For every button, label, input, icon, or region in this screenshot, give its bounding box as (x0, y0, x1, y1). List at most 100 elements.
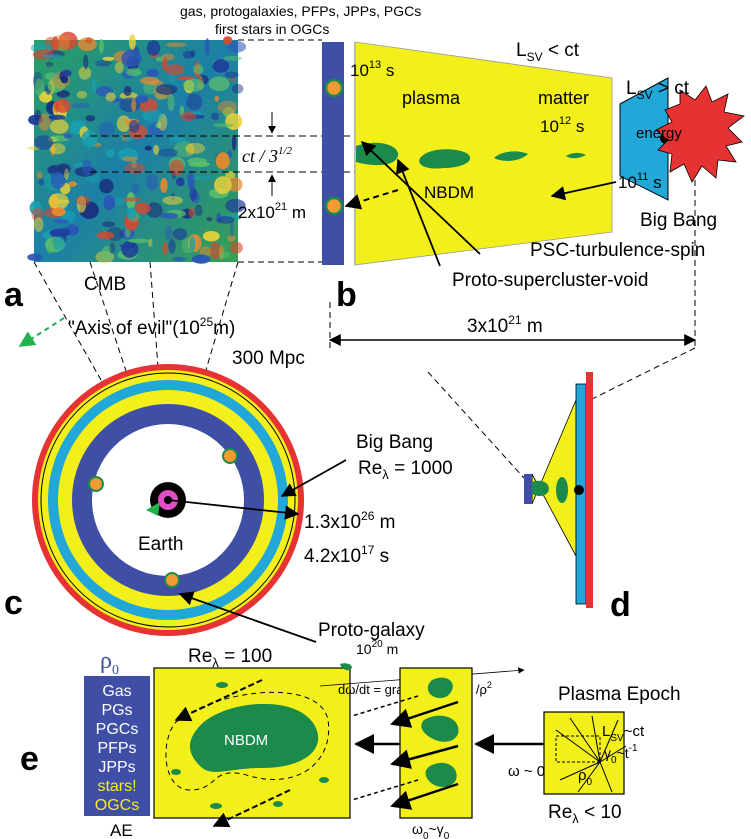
omega-gamma-label: ω0~γ0 (412, 821, 450, 839)
node-c-bottom (164, 572, 180, 588)
e-dashed-arrow-2 (212, 789, 291, 828)
mid-blob-1 (427, 677, 453, 699)
orange-node-bottom (324, 196, 344, 216)
axis-of-evil-label: "Axis of evil"(1025m) (68, 315, 235, 339)
cmb-map (27, 31, 247, 264)
proto-supercluster-label: Proto-supercluster-void (452, 270, 648, 291)
legend-items: Gas PGs PGCs PFPs JPPs stars! OGCs (95, 683, 139, 814)
ct-label: ct / 31/2 (242, 145, 293, 166)
time-12-label: 1012 s (540, 115, 584, 136)
e-small-square (543, 711, 625, 795)
link-to-d-right (589, 347, 696, 401)
panel-letter-e: e (20, 740, 39, 778)
d-cone (531, 399, 577, 557)
span-label: 3x1021 m (467, 313, 543, 337)
matter-label: matter (538, 88, 589, 108)
blob-b2 (419, 149, 471, 169)
top-label-line2: first stars in OGCs (215, 21, 329, 37)
nbdm-label-b: NBDM (424, 183, 474, 202)
earth-green-arrow (146, 502, 160, 516)
time-11-label: 1011 s (618, 171, 662, 192)
ae-label: AE (110, 821, 133, 839)
rho0-label: ρ0 (578, 767, 593, 788)
time-label-c: 4.2x1017 s (304, 543, 389, 567)
mid-link-dash-1 (351, 695, 419, 717)
re-100-label: Reλ = 100 (188, 646, 272, 670)
energy-cone (619, 77, 669, 201)
panel-letter-d: d (610, 586, 631, 624)
top-label-line1: gas, protogalaxies, PFPs, JPPs, PGCs (180, 3, 421, 19)
size-label-e: 1020 m (356, 639, 398, 657)
panel-letter-a: a (4, 276, 24, 314)
legend-item: PFPs (97, 740, 136, 757)
e-small-blob-1 (216, 682, 228, 688)
legend-box (84, 676, 150, 816)
legend-item: OGCs (95, 797, 139, 814)
e-corner-blob (340, 663, 352, 671)
d-blob-2 (556, 477, 568, 503)
lsv-less-ct: LSV < ct (516, 40, 580, 64)
e-dashed-contour (165, 691, 330, 791)
node-c-right (222, 448, 238, 464)
plasma-epoch-label: Plasma Epoch (558, 684, 681, 705)
nbdm-blob (189, 703, 319, 772)
blob-b3 (494, 151, 528, 161)
earth-label: Earth (138, 534, 183, 555)
proto-galaxy-arrow (178, 591, 317, 643)
panel-letter-b: b (336, 276, 357, 314)
proto-galaxy-label: Proto-galaxy (318, 620, 425, 641)
legend-item: PGCs (96, 721, 139, 738)
e-small-blob-5 (319, 777, 329, 783)
lsv-ct-label: LSV~ct (602, 723, 645, 744)
mpc-label: 300 Mpc (232, 348, 305, 369)
legend-item: Gas (102, 683, 131, 700)
gamma-label: γ0~t-1 (604, 743, 638, 766)
e-small-blob-3 (210, 803, 222, 809)
d-red-bar (586, 372, 593, 608)
plasma-label: plasma (402, 88, 461, 108)
psc-label: PSC-turbulence-spin (530, 240, 705, 261)
rho-label: ρ0 (100, 648, 119, 678)
big-bang-label-c: Big Bang (356, 432, 433, 453)
axis-of-evil-arrow (18, 317, 65, 347)
panel-letter-c: c (4, 584, 23, 622)
mid-arrow-3 (390, 782, 459, 810)
arrow-matter (550, 181, 617, 201)
re-less-10-label: Reλ < 10 (548, 802, 622, 826)
big-bang-label-b: Big Bang (640, 210, 717, 231)
omega-zero-label: ω ~ 0 (508, 763, 545, 780)
legend-item: stars! (97, 778, 136, 795)
plasma-cone (354, 41, 613, 266)
d-point (574, 485, 584, 495)
time-13-label: 1013 s (350, 59, 394, 80)
mid-arrow-1 (390, 700, 459, 728)
blob-b4 (566, 152, 586, 159)
link-to-d-left (427, 371, 525, 479)
plasma-epoch-rays (555, 715, 627, 793)
arrow-dashed-node (344, 189, 399, 210)
d-blue-bar (524, 474, 532, 504)
radius-label: 1.3x1026 m (304, 509, 396, 533)
nbdm-label-e: NBDM (224, 732, 268, 749)
node-c-left (88, 476, 104, 492)
mid-link-dash-2 (351, 779, 419, 801)
mid-blob-2 (421, 715, 459, 742)
radius-arrow (167, 499, 300, 520)
big-bang-arrow-c (280, 459, 347, 497)
d-blob-1 (532, 480, 549, 496)
lsv-greater-ct: LSV > ct (626, 78, 690, 102)
energy-label: energy (636, 125, 682, 142)
mid-blob-3 (425, 762, 457, 787)
big-bang-burst (655, 85, 745, 183)
e-small-blob-4 (273, 801, 283, 807)
cmb-cone-left (33, 261, 169, 499)
e-dashed-arrow-1 (174, 679, 263, 722)
re-1000-label: Reλ = 1000 (358, 458, 453, 482)
distance-label: 2x1021 m (238, 201, 306, 222)
arrow-proto-sc (396, 158, 441, 267)
e-small-blob-2 (171, 769, 181, 775)
mid-arrow-2 (390, 744, 459, 769)
legend-item: JPPs (98, 759, 135, 776)
cmb-label: CMB (84, 274, 126, 295)
